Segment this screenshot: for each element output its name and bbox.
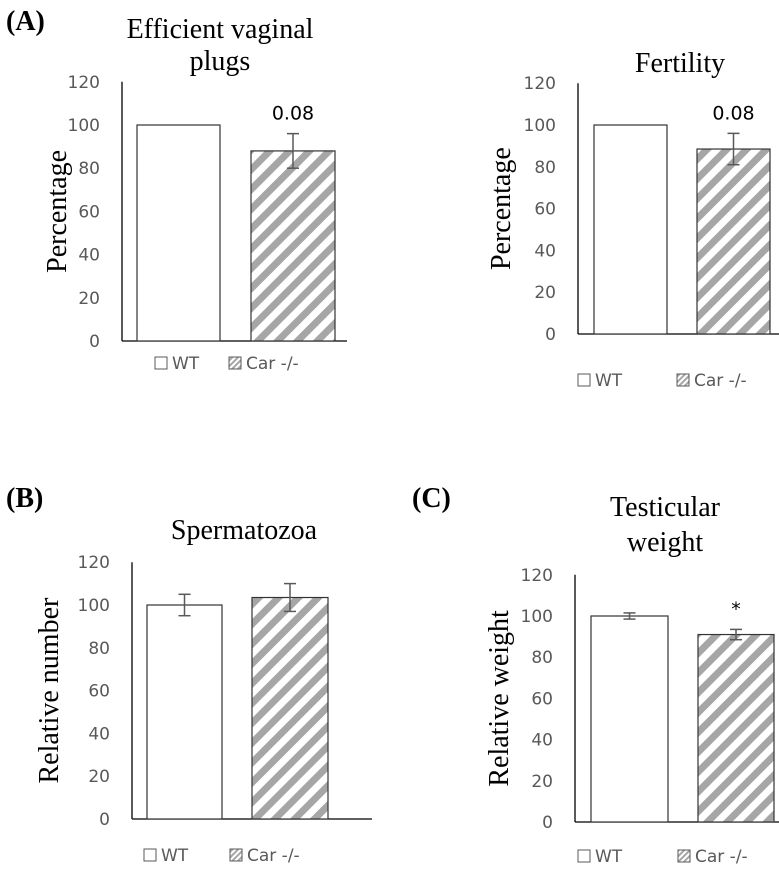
y-tick-label: 60 (78, 202, 100, 222)
legend-swatch-car-ko (677, 849, 691, 863)
bar-wt (590, 615, 669, 823)
legend-label: WT (172, 354, 200, 374)
y-tick-label: 20 (78, 289, 100, 309)
y-axis-label: Percentage (42, 150, 73, 273)
legend-swatch-wt (577, 373, 591, 387)
legend-swatch-car-ko (228, 356, 242, 370)
y-axis-label: Relative number (34, 597, 65, 784)
chart-title: Fertility (635, 48, 725, 79)
y-tick-label: 80 (534, 158, 556, 178)
y-tick-label: 0 (545, 325, 556, 345)
legend-label: WT (595, 371, 623, 391)
chart-title: Efficient vaginal (127, 14, 314, 45)
legend-label: WT (595, 847, 623, 867)
y-tick-label: 60 (531, 689, 553, 709)
significance-annotation: 0.08 (272, 103, 314, 125)
bar-car-ko (250, 150, 336, 342)
y-tick-label: 20 (88, 767, 110, 787)
y-tick-label: 40 (534, 241, 556, 261)
legend-label: Car -/- (247, 846, 300, 866)
bar-wt (136, 124, 221, 342)
panel-label-b: (B) (6, 483, 43, 514)
bar-wt (593, 124, 668, 335)
legend-swatch-car-ko (676, 373, 690, 387)
chart-title: plugs (190, 46, 251, 77)
y-tick-label: 60 (88, 682, 110, 702)
y-tick-label: 40 (531, 731, 553, 751)
legend-swatch-wt (577, 849, 591, 863)
y-tick-label: 0 (99, 810, 110, 830)
legend-swatch-wt (154, 356, 168, 370)
chart-title: Testicular (610, 492, 721, 523)
y-axis-label: Relative weight (484, 610, 515, 787)
panel-label-c: (C) (412, 483, 451, 514)
significance-annotation: 0.08 (712, 102, 754, 124)
y-axis-label: Percentage (486, 147, 517, 270)
y-tick-label: 0 (542, 813, 553, 833)
y-tick-label: 20 (531, 772, 553, 792)
panel-label-a: (A) (6, 6, 45, 37)
legend-swatch-car-ko (229, 848, 243, 862)
chart-spermatozoa: Spermatozoa Relative number 0 20 40 60 80 100 12… (34, 515, 372, 866)
y-tick-label: 100 (68, 116, 100, 136)
y-tick-label: 20 (534, 283, 556, 303)
y-tick-label: 100 (524, 116, 556, 136)
chart-fertility: Fertility Percentage 0 20 40 60 80 100 120 0.08 WT… (486, 48, 779, 391)
bar-wt (146, 604, 223, 820)
significance-annotation: * (731, 598, 741, 620)
y-tick-label: 40 (78, 246, 100, 266)
legend-label: Car -/- (694, 371, 747, 391)
y-tick-label: 80 (531, 648, 553, 668)
bar-car-ko (697, 633, 775, 823)
legend-label: Car -/- (246, 354, 299, 374)
y-tick-label: 120 (521, 566, 553, 586)
legend-label: WT (161, 846, 189, 866)
y-tick-label: 0 (89, 332, 100, 352)
y-tick-label: 100 (78, 596, 110, 616)
y-tick-label: 40 (88, 724, 110, 744)
chart-title: weight (627, 527, 703, 558)
legend-swatch-wt (143, 848, 157, 862)
y-tick-label: 120 (524, 74, 556, 94)
legend-label: Car -/- (695, 847, 748, 867)
bar-car-ko (251, 596, 329, 820)
y-tick-label: 80 (78, 159, 100, 179)
chart-title: Spermatozoa (171, 515, 318, 546)
y-tick-label: 80 (88, 639, 110, 659)
bar-car-ko (696, 148, 771, 335)
y-tick-label: 100 (521, 607, 553, 627)
y-tick-label: 120 (78, 553, 110, 573)
y-tick-label: 120 (68, 73, 100, 93)
y-tick-label: 60 (534, 200, 556, 220)
chart-testicular-weight: Testicular weight Relative weight 0 20 40 60 80… (484, 492, 779, 867)
